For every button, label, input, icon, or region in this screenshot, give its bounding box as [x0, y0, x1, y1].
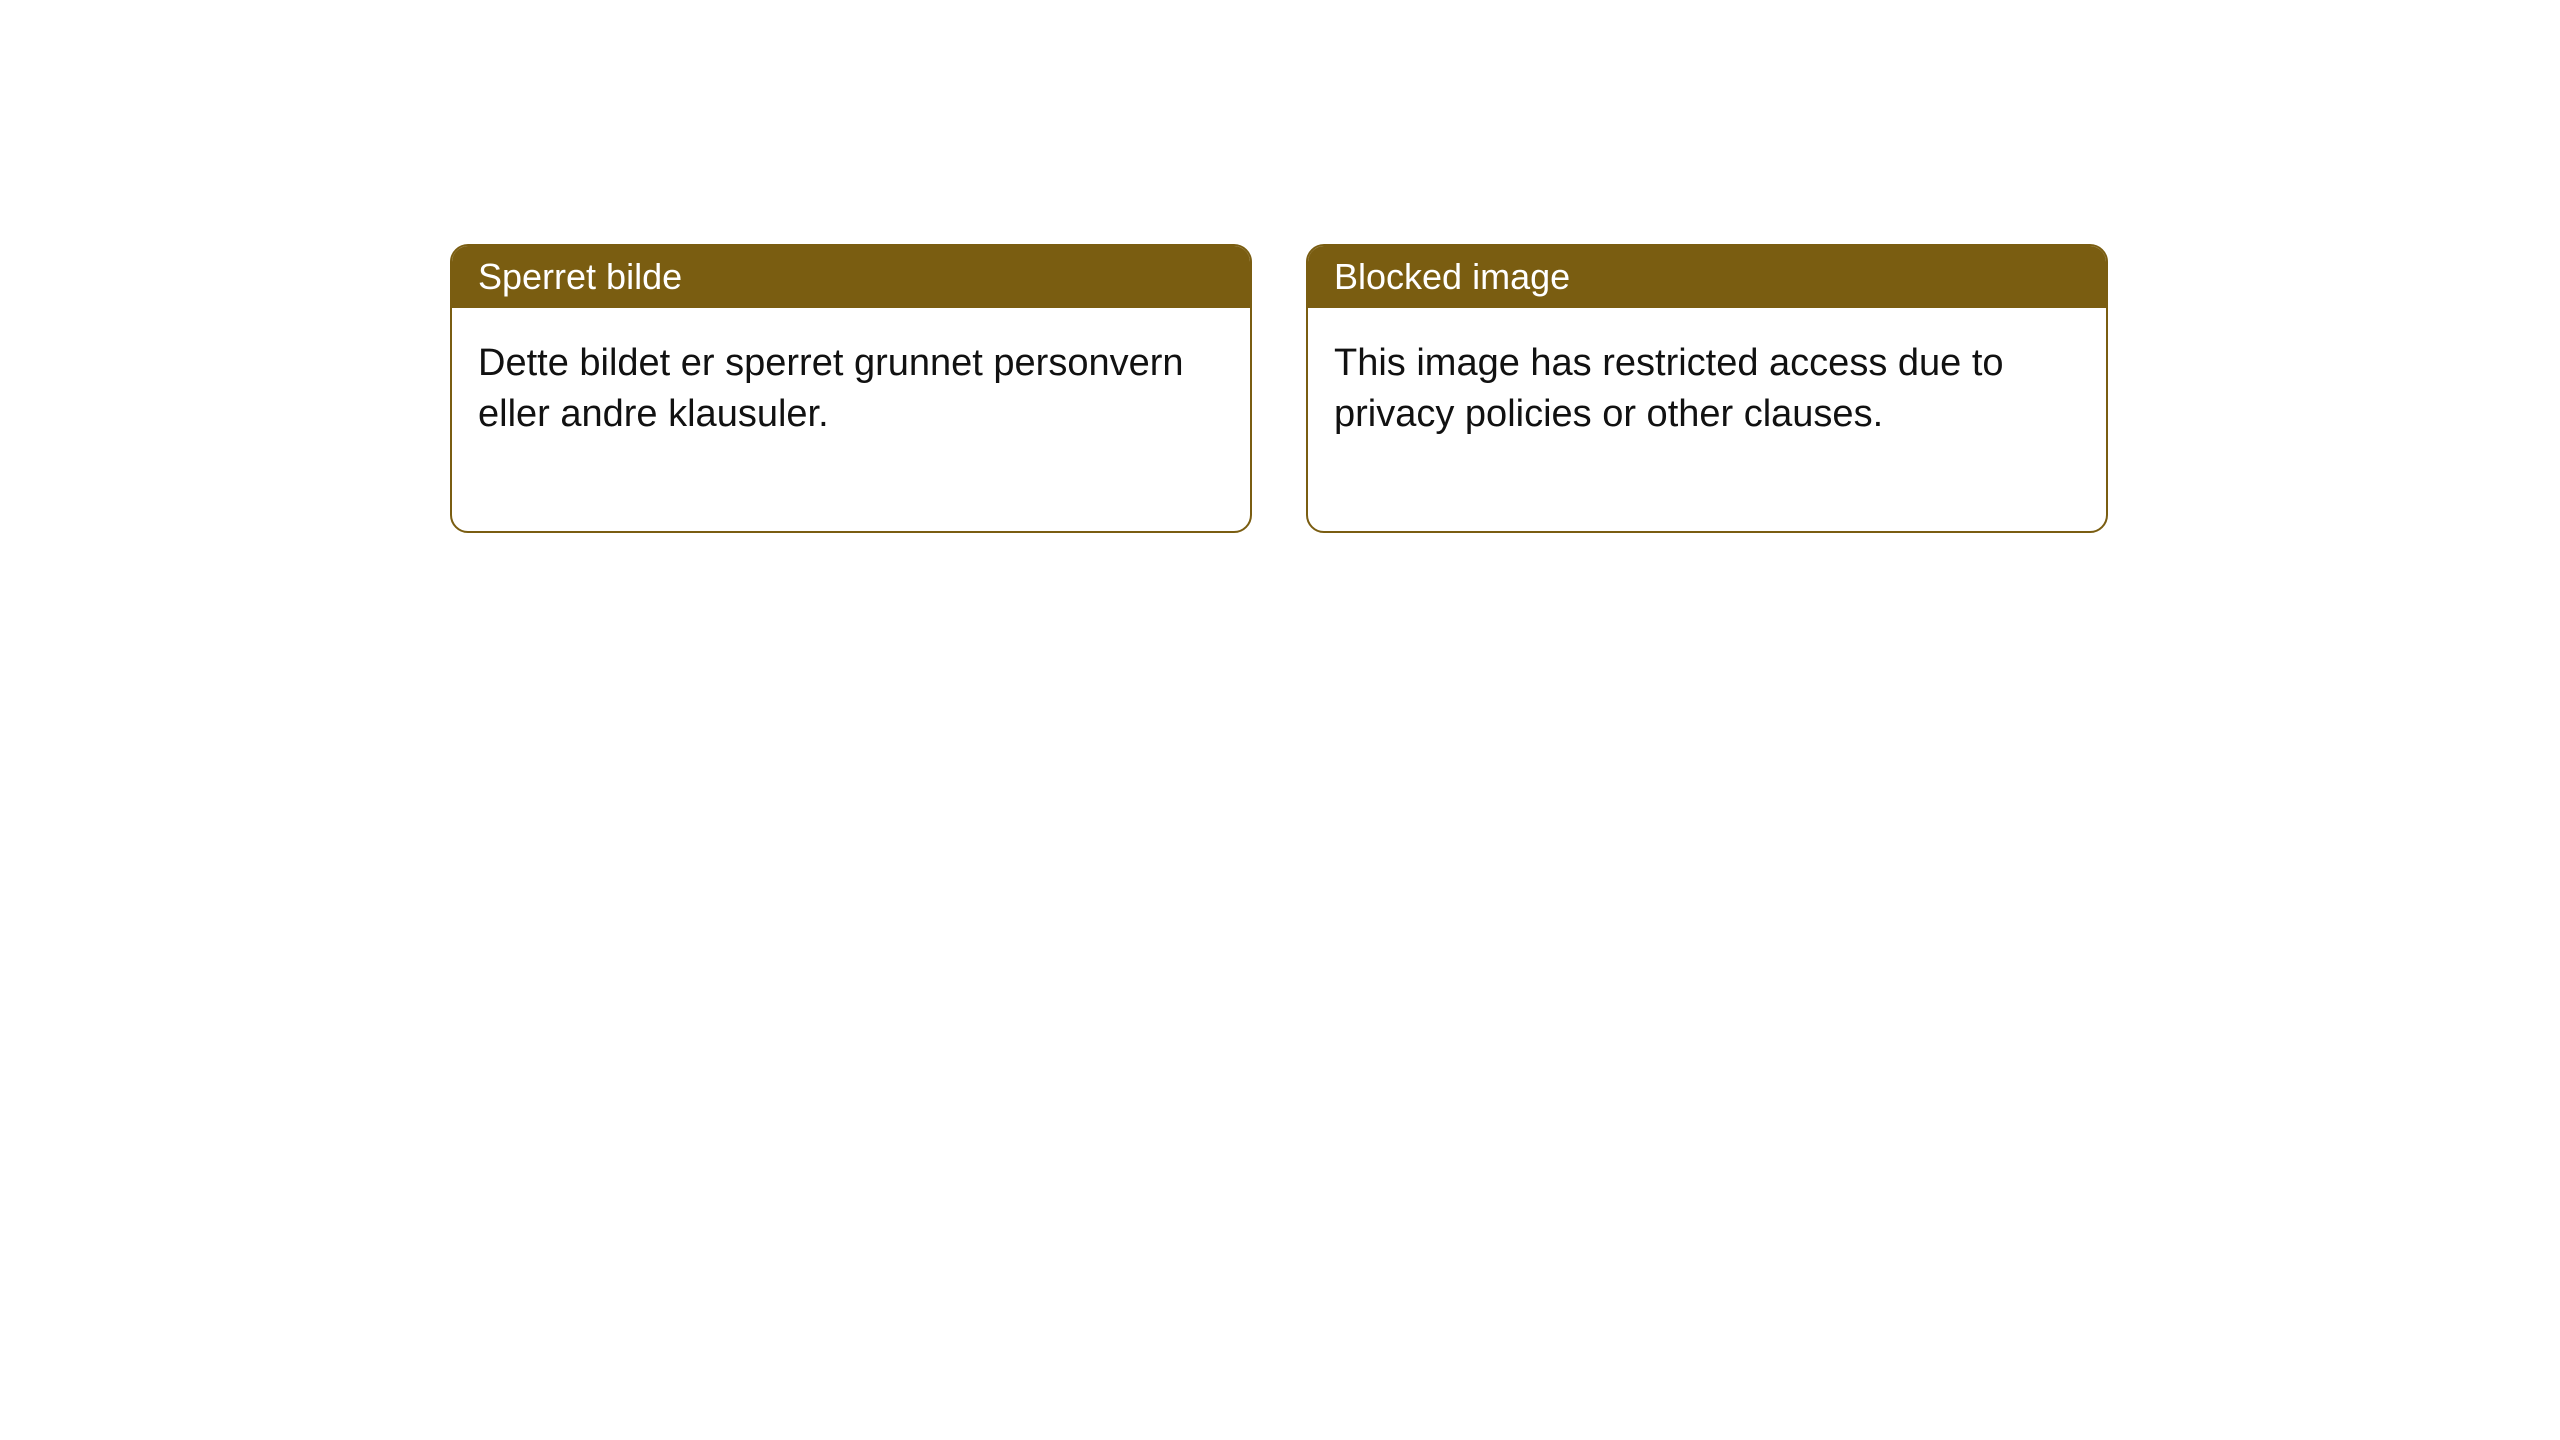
notice-card-title: Sperret bilde — [452, 246, 1250, 308]
notice-card-norwegian: Sperret bilde Dette bildet er sperret gr… — [450, 244, 1252, 533]
notice-cards-container: Sperret bilde Dette bildet er sperret gr… — [450, 244, 2108, 533]
notice-card-body: This image has restricted access due to … — [1308, 308, 2106, 531]
notice-card-body: Dette bildet er sperret grunnet personve… — [452, 308, 1250, 531]
notice-card-title: Blocked image — [1308, 246, 2106, 308]
notice-card-english: Blocked image This image has restricted … — [1306, 244, 2108, 533]
